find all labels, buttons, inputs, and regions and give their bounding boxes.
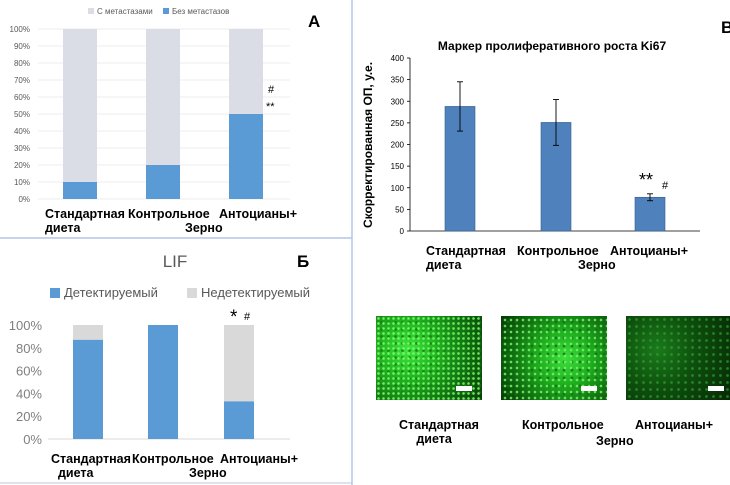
- b-legend-swatch-detected: [50, 288, 60, 298]
- a-legend-with: С метастазами: [97, 7, 153, 16]
- a-tick-label: 40%: [14, 127, 30, 136]
- b-legend-undetected: Недетектируемый: [201, 285, 310, 300]
- a-cat-2: Контрольное: [128, 207, 210, 221]
- a-legend-swatch-without: [163, 8, 169, 14]
- c-annotation-hash: #: [662, 180, 669, 192]
- a-annotation-hash: #: [268, 84, 275, 96]
- b-bar-undetected: [224, 325, 254, 402]
- micro-shared-label: Зерно: [596, 434, 634, 448]
- a-tick-label: 10%: [14, 178, 30, 187]
- micro-label-3: Антоцианы+: [635, 418, 714, 432]
- micro-label-2: Контрольное: [522, 418, 604, 432]
- b-shared-label: Зерно: [189, 466, 227, 480]
- b-annotation-hash: #: [244, 311, 251, 323]
- b-legend-detected: Детектируемый: [64, 285, 158, 300]
- a-tick-label: 80%: [14, 59, 30, 68]
- b-tick-label: 100%: [9, 318, 43, 333]
- c-y-axis-label: Скорректированная ОП, у.е.: [361, 62, 375, 228]
- b-cat-2: Контрольное: [132, 452, 214, 466]
- b-cat-3: Антоцианы+: [220, 452, 299, 466]
- b-title: LIF: [163, 252, 188, 271]
- b-tick-label: 40%: [16, 386, 42, 401]
- b-tick-label: 80%: [16, 341, 42, 356]
- a-legend-swatch-with: [88, 8, 94, 14]
- a-shared-label: Зерно: [185, 221, 223, 235]
- b-cat-1: Стандартная диета: [51, 452, 131, 480]
- c-cat-2: Контрольное: [517, 244, 599, 258]
- b-tick-label: 20%: [16, 409, 42, 424]
- a-tick-label: 70%: [14, 76, 30, 85]
- b-tick-label: 60%: [16, 364, 42, 379]
- a-cat-1: Стандартная диета: [45, 207, 125, 235]
- b-annotation-star: *: [230, 307, 238, 328]
- c-tick-label: 150: [391, 162, 405, 171]
- a-tick-label: 20%: [14, 161, 30, 170]
- c-annotation-stars: **: [639, 170, 653, 190]
- c-tick-label: 0: [400, 227, 405, 236]
- a-tick-label: 30%: [14, 144, 30, 153]
- c-cat-1: Стандартная диета: [426, 244, 506, 272]
- a-bar-without-metastases: [146, 165, 180, 199]
- a-cat-3: Антоцианы+: [219, 207, 298, 221]
- c-tick-label: 250: [391, 119, 405, 128]
- panel-b-label: Б: [297, 252, 310, 271]
- panel-a-label: А: [308, 12, 321, 31]
- a-bar-with-metastases: [146, 29, 180, 165]
- a-bar-without-metastases: [229, 114, 263, 199]
- a-annotation-stars: **: [266, 101, 275, 113]
- a-bar-with-metastases: [229, 29, 263, 114]
- a-legend-without: Без метастазов: [172, 7, 229, 16]
- micro-label-1: Стандартная диета: [399, 418, 479, 446]
- a-tick-label: 90%: [14, 42, 30, 51]
- b-bar-detected: [224, 401, 254, 439]
- a-bar-with-metastases: [63, 29, 97, 182]
- c-tick-label: 400: [391, 54, 405, 63]
- b-bar-undetected: [73, 325, 103, 340]
- b-bar-detected: [73, 339, 103, 439]
- b-legend-swatch-undetected: [187, 288, 197, 298]
- b-tick-label: 0%: [23, 432, 42, 447]
- micrograph-standard: [376, 316, 482, 400]
- c-bar-ki67: [634, 196, 666, 232]
- c-tick-label: 100: [391, 184, 405, 193]
- c-title: Маркер пролиферативного роста Ki67: [438, 39, 667, 53]
- c-tick-label: 200: [391, 141, 405, 150]
- c-cat-3: Антоцианы+: [610, 244, 689, 258]
- c-tick-label: 300: [391, 97, 405, 106]
- a-tick-label: 50%: [14, 110, 30, 119]
- panel-c-label: В: [721, 18, 730, 37]
- micrograph-anthocyanins: [626, 316, 730, 400]
- c-tick-label: 50: [395, 205, 404, 214]
- a-tick-label: 0%: [18, 195, 30, 204]
- a-tick-label: 100%: [10, 25, 30, 34]
- c-tick-label: 350: [391, 76, 405, 85]
- a-bar-without-metastases: [63, 182, 97, 199]
- a-tick-label: 60%: [14, 93, 30, 102]
- c-shared-label: Зерно: [578, 258, 616, 272]
- micrograph-control: [501, 316, 607, 400]
- b-bar-detected: [148, 325, 178, 439]
